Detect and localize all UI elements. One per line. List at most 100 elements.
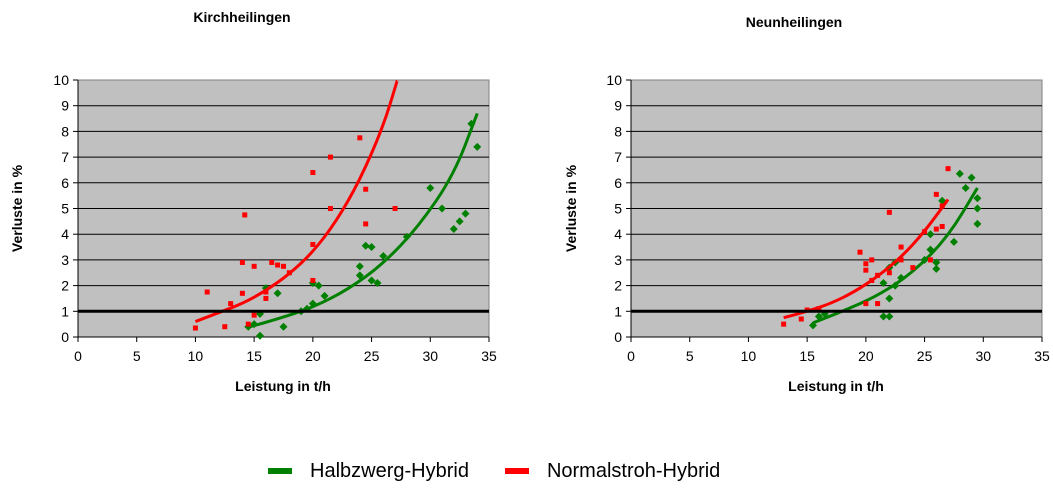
data-point-square xyxy=(363,186,369,192)
data-point-square xyxy=(275,262,281,268)
data-point-square xyxy=(222,324,228,330)
chart-kirchheilingen: Kirchheilingen 0 1 2 3 4 5 6 7 8 9 10 0 5 10 15 20 25 30 35… xyxy=(9,9,497,394)
data-point-square xyxy=(933,226,939,232)
data-point-square xyxy=(886,270,892,276)
x-tick-label: 10 xyxy=(741,348,757,364)
y-tick-label: 5 xyxy=(61,201,69,217)
y-tick-label: 0 xyxy=(614,329,622,345)
y-tick-label: 6 xyxy=(614,175,622,191)
data-point-square xyxy=(798,316,804,322)
x-tick-label: 20 xyxy=(858,348,874,364)
x-tick-label: 25 xyxy=(364,348,380,364)
data-point-square xyxy=(945,166,951,172)
legend-label: Normalstroh-Hybrid xyxy=(546,459,721,482)
data-point-square xyxy=(898,257,904,263)
data-point-diamond xyxy=(426,183,435,192)
y-tick-label: 8 xyxy=(61,123,69,139)
data-point-square xyxy=(281,263,286,269)
data-point-square xyxy=(269,259,275,265)
legend-swatch-green xyxy=(268,468,292,474)
x-tick-label: 5 xyxy=(686,348,694,364)
data-point-square xyxy=(939,223,945,229)
data-point-diamond xyxy=(355,271,364,280)
y-tick-label: 9 xyxy=(614,98,622,114)
y-tick-label: 10 xyxy=(606,72,622,88)
y-axis-label: Verluste in % xyxy=(563,164,579,252)
data-point-square xyxy=(204,289,210,295)
y-tick-label: 1 xyxy=(614,303,622,319)
x-axis-label: Leistung in t/h xyxy=(235,378,331,394)
data-point-diamond xyxy=(973,204,982,213)
data-point-diamond xyxy=(361,241,370,250)
legend: Halbzwerg-Hybrid Normalstroh-Hybrid xyxy=(268,456,756,486)
series-halbzwerg xyxy=(244,112,482,340)
data-point-diamond xyxy=(949,237,958,246)
data-point-square xyxy=(327,206,333,211)
x-tick-label: 15 xyxy=(246,348,262,364)
x-tick-label: 20 xyxy=(305,348,321,364)
x-tick-label: 0 xyxy=(74,348,82,364)
data-point-square xyxy=(933,191,939,197)
data-point-diamond xyxy=(926,230,935,239)
data-point-diamond xyxy=(461,209,470,218)
data-point-diamond xyxy=(314,281,323,290)
data-point-diamond xyxy=(885,312,894,321)
data-point-diamond xyxy=(379,252,388,261)
data-point-square xyxy=(863,261,869,267)
x-tick-label: 15 xyxy=(799,348,815,364)
data-point-square xyxy=(857,249,863,255)
legend-item-normalstroh: Normalstroh-Hybrid xyxy=(504,459,721,483)
data-point-diamond xyxy=(973,219,982,228)
trend-line xyxy=(247,112,479,329)
data-point-diamond xyxy=(438,204,447,213)
data-point-square xyxy=(869,257,875,263)
y-tick-label: 8 xyxy=(614,123,622,139)
data-point-square xyxy=(228,301,234,307)
x-tick-label: 10 xyxy=(188,348,204,364)
legend-label: Halbzwerg-Hybrid xyxy=(310,459,469,482)
legend-swatch-red xyxy=(504,468,529,474)
data-point-square xyxy=(251,312,257,318)
y-tick-label: 2 xyxy=(614,278,622,294)
chart-title: Neunheilingen xyxy=(746,14,842,30)
data-point-diamond xyxy=(885,294,894,303)
data-point-diamond xyxy=(879,279,888,288)
data-point-square xyxy=(239,259,245,265)
data-point-diamond xyxy=(955,169,964,178)
data-point-square xyxy=(310,277,316,283)
x-tick-label: 0 xyxy=(627,348,635,364)
x-tick-label: 25 xyxy=(917,348,933,364)
y-tick-label: 4 xyxy=(614,226,622,242)
y-tick-label: 7 xyxy=(614,149,622,165)
data-point-square xyxy=(242,212,248,218)
y-tick-label: 5 xyxy=(614,201,622,217)
chart-title: Kirchheilingen xyxy=(193,9,290,25)
data-point-diamond xyxy=(973,194,982,203)
y-tick-label: 0 xyxy=(61,329,69,345)
data-point-square xyxy=(781,321,787,327)
data-point-diamond xyxy=(273,289,282,298)
x-axis-label: Leistung in t/h xyxy=(788,378,884,394)
y-tick-label: 3 xyxy=(61,252,69,268)
data-point-square xyxy=(192,325,198,331)
data-point-diamond xyxy=(279,322,288,331)
data-point-diamond xyxy=(367,276,376,285)
y-tick-label: 4 xyxy=(61,226,69,242)
y-tick-label: 2 xyxy=(61,278,69,294)
x-tick-label: 30 xyxy=(422,348,438,364)
data-point-diamond xyxy=(879,312,888,321)
data-point-square xyxy=(927,257,933,263)
data-point-diamond xyxy=(967,173,976,182)
data-point-square xyxy=(863,267,869,273)
data-point-diamond xyxy=(373,279,382,288)
y-tick-label: 9 xyxy=(61,98,69,114)
data-point-square xyxy=(898,244,904,250)
data-point-diamond xyxy=(473,142,482,151)
data-point-diamond xyxy=(455,217,464,226)
data-point-square xyxy=(263,295,269,301)
y-tick-label: 1 xyxy=(61,303,69,319)
data-point-square xyxy=(310,170,316,176)
data-point-diamond xyxy=(932,264,941,273)
data-point-square xyxy=(239,290,245,296)
